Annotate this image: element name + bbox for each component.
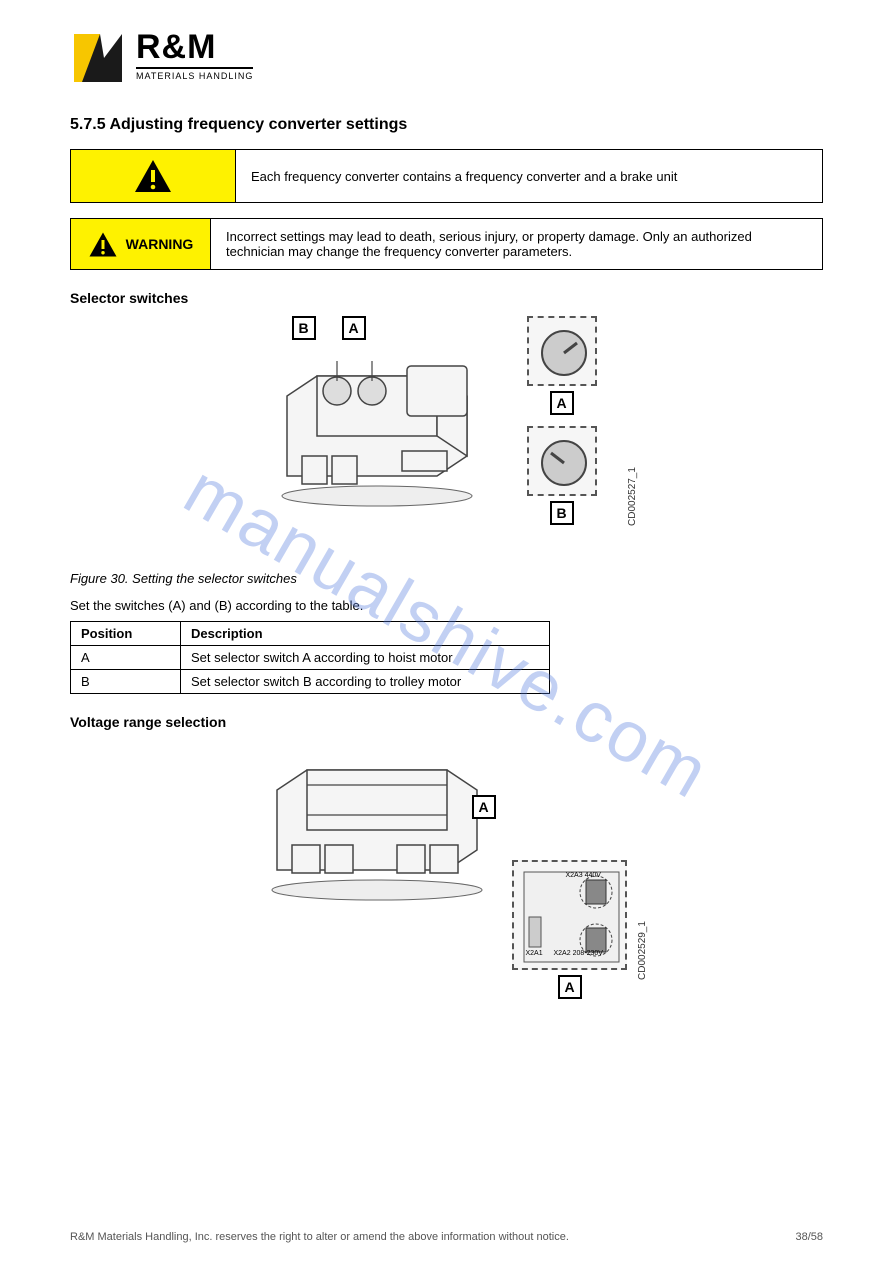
figure1-label-a: A [342, 316, 366, 340]
warning-text-2: Incorrect settings may lead to death, se… [211, 219, 822, 269]
figure2-detail-label-a: A [558, 975, 582, 999]
figure2-detail-a: X2A3 440V X2A2 208-230V X2A1 [512, 860, 627, 970]
warning-triangle-icon [88, 231, 118, 258]
logo-block: R&M MATERIALS HANDLING [70, 30, 823, 86]
switch-instruction: Set the switches (A) and (B) according t… [70, 598, 823, 613]
voltage-heading: Voltage range selection [70, 714, 823, 730]
table-header-row: Position Description [71, 622, 550, 646]
connector-label-side: X2A1 [526, 950, 543, 957]
figure1-detail-a [527, 316, 597, 386]
warning-label: WARNING [126, 236, 194, 252]
figure-2: A X2A3 440V X2A2 208-230V X2A1 A CD00252… [70, 740, 823, 1005]
figure2-label-a: A [472, 795, 496, 819]
notice-text-1: Each frequency converter contains a freq… [236, 150, 822, 202]
footer-right: 38/58 [795, 1231, 823, 1243]
table-header-pos: Position [71, 622, 181, 646]
table-cell-desc: Set selector switch A according to hoist… [181, 646, 550, 670]
notice-icon-cell [71, 150, 236, 202]
table-cell-pos: B [71, 670, 181, 694]
table-row: A Set selector switch A according to hoi… [71, 646, 550, 670]
warning-box-2: WARNING Incorrect settings may lead to d… [70, 218, 823, 270]
warning-triangle-icon [133, 158, 173, 194]
switches-heading: Selector switches [70, 290, 823, 306]
device-illustration-1 [257, 336, 517, 536]
connector-label-2: X2A2 208-230V [554, 950, 603, 957]
figure1-detail-label-a: A [550, 391, 574, 415]
figure2-ref: CD002529_1 [637, 921, 648, 980]
figure-1: B A A B CD002527_1 [70, 316, 823, 551]
table-header-desc: Description [181, 622, 550, 646]
figure1-caption: Figure 30. Setting the selector switches [70, 571, 823, 586]
figure1-ref: CD002527_1 [627, 467, 638, 526]
page-footer: R&M Materials Handling, Inc. reserves th… [70, 1231, 823, 1243]
logo-icon [70, 30, 126, 86]
figure1-label-b: B [292, 316, 316, 340]
table-cell-pos: A [71, 646, 181, 670]
figure1-detail-b [527, 426, 597, 496]
footer-left: R&M Materials Handling, Inc. reserves th… [70, 1231, 569, 1243]
table-cell-desc: Set selector switch B according to troll… [181, 670, 550, 694]
notice-box-1: Each frequency converter contains a freq… [70, 149, 823, 203]
logo-text: R&M MATERIALS HANDLING [136, 30, 253, 81]
section-title: 5.7.5 Adjusting frequency converter sett… [70, 116, 823, 134]
figure1-detail-label-b: B [550, 501, 574, 525]
warning-icon-cell: WARNING [71, 219, 211, 269]
connector-label-1: X2A3 440V [566, 872, 601, 879]
table-row: B Set selector switch B according to tro… [71, 670, 550, 694]
logo-sub-text: MATERIALS HANDLING [136, 67, 253, 81]
device-illustration-2 [257, 750, 517, 920]
logo-main-text: R&M [136, 30, 253, 64]
switch-table: Position Description A Set selector swit… [70, 621, 550, 694]
